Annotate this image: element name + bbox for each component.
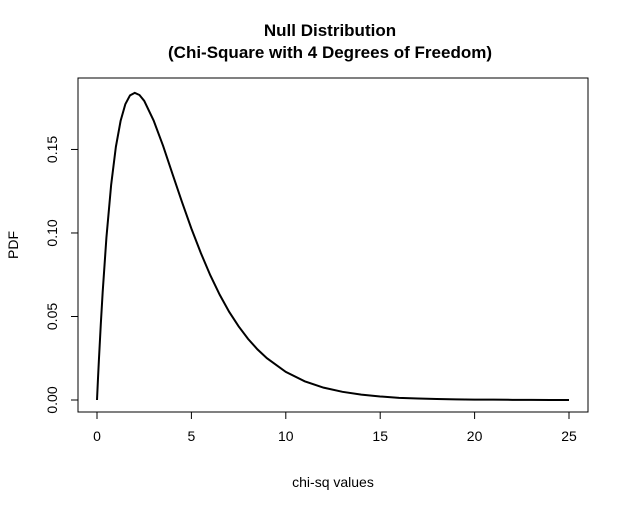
y-tick-label: 0.10 [44,219,60,246]
y-tick-label: 0.15 [44,136,60,163]
x-tick-label: 10 [278,428,294,444]
x-tick-label: 20 [467,428,483,444]
y-axis: 0.00 0.05 0.10 0.15 [44,136,79,414]
series-line [96,91,569,401]
y-tick-label: 0.00 [44,386,60,413]
chart-title-line1: Null Distribution [264,21,396,40]
x-axis: 0 5 10 15 20 25 [93,411,577,444]
y-axis-label: PDF [5,231,21,259]
x-tick-label: 5 [188,428,196,444]
y-tick-label: 0.05 [44,303,60,330]
chart-title-line2: (Chi-Square with 4 Degrees of Freedom) [168,43,492,62]
plot-frame [77,77,589,413]
x-axis-label: chi-sq values [292,474,374,490]
x-tick-label: 0 [93,428,101,444]
x-tick-label: 15 [372,428,388,444]
x-tick-label: 25 [561,428,577,444]
